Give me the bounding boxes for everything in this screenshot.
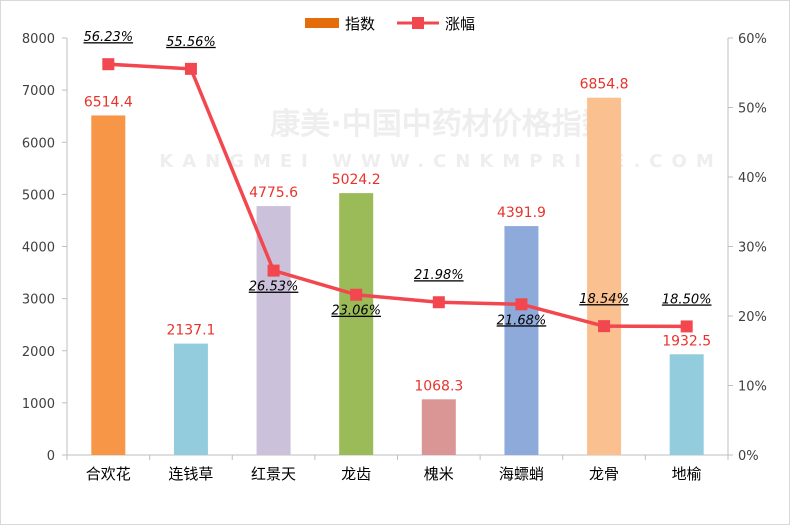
x-tick-label: 合欢花 (86, 465, 131, 483)
line-point (432, 296, 445, 309)
line-value-label: 18.54% (579, 292, 629, 307)
x-tick-label: 槐米 (424, 465, 454, 483)
y-right-tick-label: 50% (738, 102, 767, 117)
x-tick-label: 龙骨 (589, 465, 619, 483)
line-value-label: 56.23% (84, 30, 134, 45)
line-series (108, 62, 687, 329)
x-tick-label: 红景天 (251, 465, 296, 483)
legend-swatch-marker (412, 17, 424, 29)
y-right-tick-label: 30% (738, 241, 767, 256)
bar-value-label: 2137.1 (166, 323, 215, 339)
y-left-tick-label: 0 (47, 449, 55, 464)
bar (504, 226, 539, 455)
line-value-label: 21.68% (497, 313, 547, 328)
x-tick-label: 连钱草 (168, 465, 213, 483)
x-tick-label: 龙齿 (341, 465, 371, 483)
line-point (102, 58, 115, 71)
legend-label-bar: 指数 (345, 15, 375, 33)
bar (587, 97, 622, 456)
bar (421, 399, 456, 455)
line-value-label: 26.53% (249, 280, 299, 295)
bar-value-label: 6854.8 (580, 77, 629, 93)
y-left-tick-label: 3000 (22, 293, 55, 308)
y-left-tick-label: 6000 (22, 136, 55, 151)
y-left-tick-label: 8000 (22, 32, 55, 47)
line-point (680, 320, 693, 333)
line-point (350, 288, 363, 301)
y-left-tick-label: 1000 (22, 397, 55, 412)
bar (256, 206, 291, 455)
y-right-tick-label: 60% (738, 32, 767, 47)
x-tick-label: 海螵蛸 (499, 465, 544, 483)
y-left-tick-label: 2000 (22, 345, 55, 360)
line-value-label: 23.06% (331, 304, 381, 319)
y-right-tick-label: 40% (738, 171, 767, 186)
bar (173, 343, 208, 455)
line-value-label: 18.50% (662, 292, 712, 307)
y-left-tick-label: 4000 (22, 241, 55, 256)
bar (91, 115, 126, 456)
bar-value-label: 4391.9 (497, 205, 546, 221)
line-point (184, 62, 197, 75)
y-right-tick-label: 10% (738, 380, 767, 395)
bar-value-label: 5024.2 (332, 172, 381, 188)
y-left-tick-label: 7000 (22, 84, 55, 99)
line-point (515, 298, 528, 311)
legend-label-line: 涨幅 (445, 15, 475, 33)
y-right-tick-label: 0% (738, 449, 759, 464)
bar-value-label: 1068.3 (414, 378, 463, 394)
y-right-tick-label: 20% (738, 310, 767, 325)
bar (339, 193, 374, 455)
bar-value-label: 4775.6 (249, 185, 298, 201)
bar-value-label: 1932.5 (662, 333, 711, 349)
bar (669, 354, 704, 455)
line-point (267, 264, 280, 277)
x-tick-label: 地榆 (672, 465, 702, 483)
legend-swatch-bar (305, 18, 339, 28)
watermark-url: KANGMEI WWW.CNKMPRICE.COM (159, 151, 722, 172)
line-point (598, 320, 611, 333)
line-value-label: 21.98% (414, 268, 464, 283)
y-left-tick-label: 5000 (22, 188, 55, 203)
bar-value-label: 6514.4 (84, 94, 133, 110)
line-value-label: 55.56% (166, 35, 216, 50)
watermark-title: 康美·中国中药材价格指数 (270, 107, 612, 142)
